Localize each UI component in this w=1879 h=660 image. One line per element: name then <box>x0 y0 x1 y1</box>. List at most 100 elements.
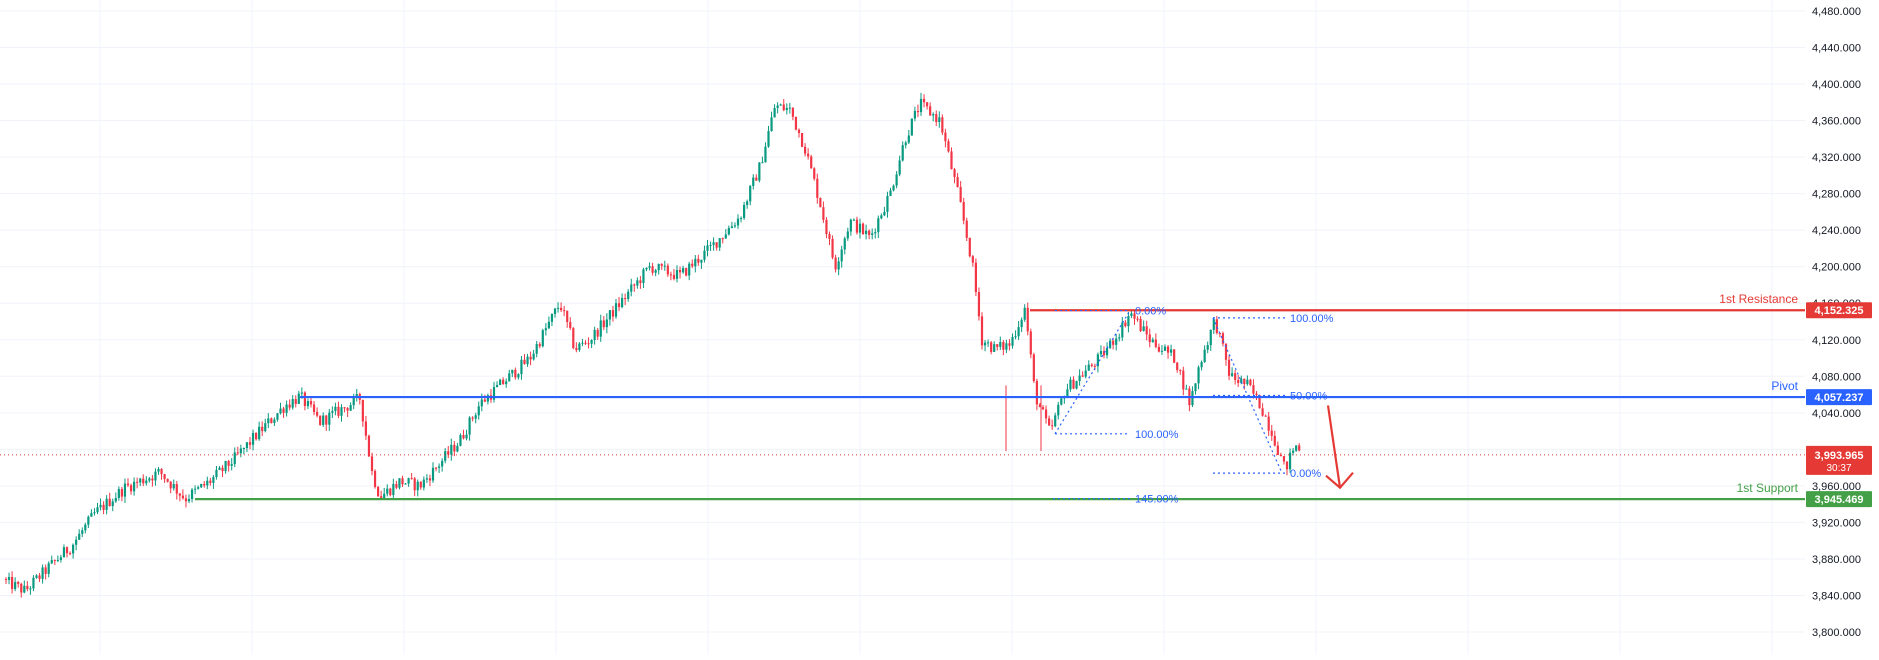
candle-body <box>556 307 560 309</box>
candle-body <box>770 117 773 132</box>
candle-body <box>807 153 810 157</box>
candle-body <box>892 185 895 191</box>
candle-body <box>316 411 319 416</box>
candle-body <box>715 242 718 248</box>
candle-body <box>410 478 413 480</box>
candle-body <box>1054 415 1057 427</box>
candle-body <box>35 575 38 578</box>
candle-body <box>1057 404 1060 416</box>
candle-body <box>666 265 669 275</box>
candle-body <box>822 207 825 220</box>
y-tick-label: 4,080.000 <box>1812 371 1861 383</box>
candle-body <box>508 373 511 382</box>
candle-body <box>1118 337 1121 339</box>
candle-body <box>151 478 154 481</box>
fib-level-label: 0.00% <box>1290 468 1321 480</box>
candle-body <box>404 483 407 485</box>
candle-body <box>422 479 425 488</box>
candle-body <box>1020 319 1023 328</box>
candle-body <box>852 219 855 221</box>
candle-body <box>883 211 886 216</box>
candle-body <box>1182 370 1185 390</box>
candle-body <box>596 329 599 337</box>
candle-body <box>544 328 547 331</box>
candle-body <box>800 132 804 147</box>
candle-body <box>572 328 575 348</box>
candle-body <box>65 547 69 554</box>
candle-body <box>648 266 651 268</box>
candle-body <box>352 396 355 406</box>
candle-body <box>962 202 965 221</box>
candle-body <box>703 250 706 260</box>
candle-body <box>471 417 474 419</box>
candle-body <box>584 342 587 344</box>
candle-body <box>373 471 377 487</box>
candle-body <box>90 513 93 517</box>
candle-body <box>987 342 990 344</box>
candle-body <box>1041 407 1045 410</box>
candle-body <box>550 313 554 322</box>
candle-body <box>416 481 419 491</box>
level-price-badge <box>1806 302 1872 319</box>
candle-body <box>401 478 404 485</box>
candle-body <box>517 374 520 378</box>
candle-body <box>1218 333 1221 335</box>
candle-body <box>941 117 944 133</box>
candle-body <box>1112 340 1115 345</box>
candle-body <box>1176 362 1179 371</box>
candle-body <box>383 493 386 499</box>
candle-body <box>874 232 877 234</box>
candle-body <box>1249 379 1252 386</box>
candle-body <box>7 576 11 580</box>
candle-body <box>169 481 172 489</box>
candle-body <box>261 426 264 432</box>
level-price-label: 4,057.237 <box>1815 392 1864 404</box>
candle-body <box>611 310 615 317</box>
candle-body <box>849 219 852 232</box>
candle-body <box>312 404 316 412</box>
candle-body <box>87 516 90 525</box>
candle-body <box>282 408 285 413</box>
candle-body <box>727 228 730 235</box>
y-tick-label: 4,240.000 <box>1812 225 1861 237</box>
candle-body <box>794 116 798 130</box>
candle-body <box>898 160 901 175</box>
candle-body <box>819 197 822 208</box>
candle-body <box>526 356 529 365</box>
candle-body <box>523 359 526 365</box>
candle-body <box>1166 346 1170 353</box>
candle-body <box>855 219 859 233</box>
candle-body <box>245 442 249 448</box>
level-price-label: 4,152.325 <box>1815 305 1864 317</box>
price-axis[interactable]: 3,800.000 3,840.000 3,880.000 3,920.000 3,96… <box>1812 6 1861 639</box>
y-tick-label: 4,320.000 <box>1812 152 1861 164</box>
candle-body <box>1276 445 1279 455</box>
candle-body <box>59 557 62 560</box>
y-tick-label: 3,920.000 <box>1812 517 1861 529</box>
candle-body <box>645 267 648 270</box>
candle-body <box>203 483 206 486</box>
candle-body <box>190 489 194 500</box>
candle-body <box>569 322 572 329</box>
y-tick-label: 4,040.000 <box>1812 408 1861 420</box>
candle-body <box>538 344 541 347</box>
candle-body <box>361 399 364 422</box>
candle-body <box>996 344 999 347</box>
candle-body <box>919 98 923 113</box>
candle-body <box>483 399 486 402</box>
candle-body <box>1026 307 1029 332</box>
candle-body <box>148 478 151 481</box>
candle-body <box>663 265 666 267</box>
candle-body <box>956 177 959 188</box>
candle-body <box>438 466 441 468</box>
candle-body <box>983 342 987 346</box>
level-name-support: 1st Support <box>1737 481 1799 495</box>
candle-body <box>474 415 477 419</box>
candle-body <box>630 284 633 292</box>
candle-body <box>1078 375 1081 382</box>
candle-body <box>1060 398 1063 405</box>
candle-body <box>163 474 166 480</box>
candle-body <box>1185 388 1188 390</box>
